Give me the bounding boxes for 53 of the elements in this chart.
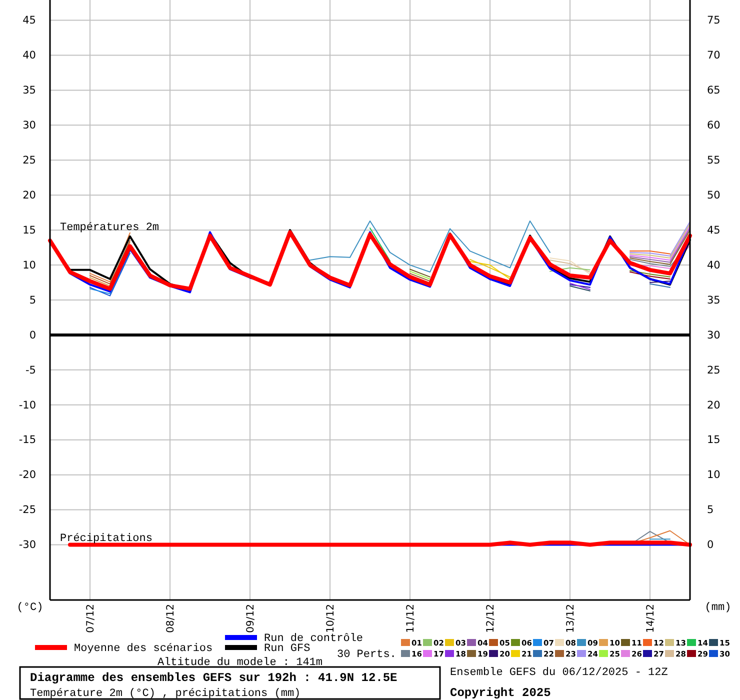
text: Diagramme des ensembles GEFS sur 192h : 41.9N 12.5E [30, 671, 398, 685]
y2-tick-label: 0 [707, 539, 714, 552]
y2-tick-label: 50 [707, 189, 720, 202]
y-tick-label: 0 [29, 329, 36, 342]
legend-label: Run GFS [264, 643, 311, 655]
x-tick-label: 09/12 [246, 604, 256, 633]
legend-label: Moyenne des scénarios [74, 643, 213, 655]
annotation: Précipitations [60, 533, 152, 545]
y2-tick-label: 60 [707, 120, 720, 132]
annotation: Températures 2m [60, 222, 160, 234]
x-tick-label: 07/12 [86, 604, 96, 633]
y2-tick-label: 45 [707, 224, 720, 236]
x-tick-label: 11/12 [406, 604, 416, 633]
y2-tick-label: 40 [707, 259, 720, 272]
y-tick-label: 40 [22, 50, 36, 62]
y2-tick-label: 20 [707, 399, 720, 412]
y2-tick-label: 70 [707, 50, 720, 62]
y-tick-label: -10 [18, 399, 36, 412]
y2-tick-label: 25 [707, 364, 720, 376]
legend-label: Run de contrôle [264, 633, 364, 645]
y-tick-label: 10 [22, 259, 36, 272]
y-axis-title: (°C) [16, 602, 44, 614]
x-tick-label: 10/12 [326, 604, 336, 633]
y-tick-label: 45 [22, 14, 36, 27]
y2-tick-label: 5 [707, 504, 714, 516]
y-tick-label: -20 [18, 469, 36, 482]
y2-tick-label: 55 [707, 154, 720, 166]
text: Altitude du modele : 141m [157, 657, 323, 669]
y-tick-label: -5 [26, 364, 36, 376]
x-tick-label: 08/12 [166, 604, 176, 633]
y-tick-label: -25 [18, 504, 36, 516]
text: Température 2m (°C) , précipitations (mm) [30, 688, 301, 700]
x-tick-label: 14/12 [646, 604, 656, 633]
y2-tick-label: 35 [707, 294, 720, 306]
y-tick-label: -30 [18, 539, 36, 552]
y-tick-label: 20 [22, 189, 36, 202]
y-tick-label: -15 [18, 434, 36, 446]
y-tick-label: 30 [22, 120, 36, 132]
text: Ensemble GEFS du 06/12/2025 - 12Z [450, 667, 668, 679]
x-tick-label: 13/12 [566, 604, 576, 633]
y-tick-label: 25 [22, 154, 36, 166]
y-tick-label: 35 [22, 84, 36, 97]
y2-tick-label: 65 [707, 84, 720, 97]
text: Copyright 2025 [450, 686, 551, 700]
y2-tick-label: 10 [707, 469, 720, 482]
y2-tick-label: 15 [707, 434, 720, 446]
y2-axis-title: (mm) [704, 602, 732, 614]
y-tick-label: 5 [29, 294, 36, 306]
y-tick-label: 15 [22, 224, 36, 236]
x-tick-label: 12/12 [486, 604, 496, 633]
y2-tick-label: 75 [707, 14, 720, 27]
y2-tick-label: 30 [707, 329, 720, 342]
legend-title: 30 Perts. [337, 649, 396, 661]
